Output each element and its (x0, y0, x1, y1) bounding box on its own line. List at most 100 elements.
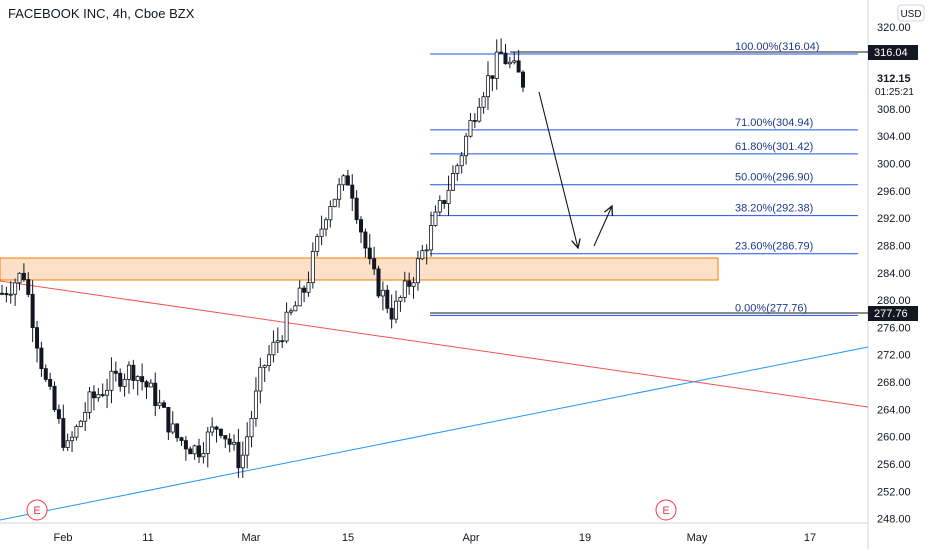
projection-arrow-down[interactable] (538, 91, 578, 248)
candle-body (389, 307, 394, 320)
candle-body (402, 280, 407, 298)
x-tick-label: Mar (242, 532, 261, 544)
candle-body (249, 418, 254, 438)
candle-body (21, 272, 26, 280)
earnings-marker-jan[interactable]: E (26, 499, 48, 521)
candle-body (376, 268, 381, 297)
high-price-tag: 316.04 (868, 45, 918, 60)
candle-body (35, 327, 40, 349)
candle-body (8, 293, 13, 296)
candle-body (227, 438, 232, 445)
low-price-label: 277.76 (874, 308, 908, 320)
y-tick-label: 300.00 (877, 159, 911, 171)
candle-body (183, 440, 188, 450)
candle-body (96, 394, 101, 399)
fib-level-label: 38.20%(292.38) (735, 203, 813, 215)
candle-body (337, 184, 342, 200)
candle-body (144, 381, 149, 388)
candle-body (411, 282, 416, 287)
candle-body (442, 200, 447, 204)
candle-body (521, 71, 526, 88)
candle-body (288, 310, 293, 313)
earnings-marker-apr[interactable]: E (655, 499, 677, 521)
fib-level-label: 100.00%(316.04) (735, 41, 819, 53)
candle-body (429, 225, 434, 251)
fibonacci-retracement[interactable]: 100.00%(316.04) 71.00%(304.94) 61.80%(301.… (430, 41, 858, 316)
y-tick-label: 272.00 (877, 350, 911, 362)
candle-body (459, 155, 464, 167)
earnings-marker-label: E (662, 505, 669, 517)
candle-body (232, 441, 237, 445)
time-scale[interactable]: Feb 11 Mar 15 Apr 19 May 17 (54, 532, 817, 544)
y-tick-label: 284.00 (877, 268, 911, 280)
x-tick-label: Feb (54, 532, 73, 544)
candle-body (179, 437, 184, 441)
candle-body (192, 445, 197, 455)
y-tick-label: 308.00 (877, 104, 911, 116)
candle-body (210, 426, 215, 433)
currency-badge[interactable]: USD (897, 4, 925, 22)
price-scale[interactable]: 320.00 308.00 304.00 300.00 296.00 292.00 288.… (877, 22, 911, 526)
support-zone[interactable] (0, 257, 719, 281)
candle-body (490, 75, 495, 79)
candle-body (118, 372, 123, 387)
candle-body (113, 370, 118, 374)
candle-body (126, 364, 131, 380)
candle-body (481, 96, 486, 108)
current-price-tag: 312.15 01:25:21 (875, 73, 914, 98)
y-tick-label: 296.00 (877, 186, 911, 198)
y-tick-label: 248.00 (877, 514, 911, 526)
blue-trendline[interactable] (0, 346, 869, 521)
candle-body (56, 409, 61, 419)
candle-body (494, 51, 499, 79)
candle-body (302, 287, 307, 293)
y-tick-label: 252.00 (877, 486, 911, 498)
x-tick-label: 15 (342, 532, 354, 544)
candle-body (293, 305, 298, 312)
y-tick-label: 276.00 (877, 322, 911, 334)
symbol-title[interactable]: FACEBOOK INC, 4h, Cboe BZX (8, 6, 195, 21)
fib-level-label: 0.00%(277.76) (735, 302, 807, 314)
candle-body (297, 287, 302, 307)
candle-body (236, 441, 241, 469)
candle-body (61, 418, 66, 448)
red-trendline[interactable] (0, 280, 869, 408)
candle-body (267, 354, 272, 366)
candle-body (218, 428, 223, 436)
candle-body (13, 282, 18, 295)
candle-body (17, 272, 22, 284)
y-tick-label: 268.00 (877, 377, 911, 389)
y-tick-label: 320.00 (877, 22, 911, 34)
candle-body (148, 382, 153, 388)
candle-body (271, 341, 276, 356)
current-price-label: 312.15 (877, 73, 911, 85)
candle-body (275, 340, 280, 343)
candle-body (39, 347, 44, 370)
candle-body (437, 200, 442, 213)
candle-body (30, 294, 35, 329)
candle-body (468, 120, 473, 137)
x-tick-label: 17 (804, 532, 816, 544)
candle-body (507, 61, 512, 65)
fib-level-label: 71.00%(304.94) (735, 117, 813, 129)
candle-body (315, 236, 320, 252)
candle-body (205, 431, 210, 454)
candle-body (503, 52, 508, 65)
candle-body (214, 426, 219, 430)
earnings-marker-label: E (33, 505, 40, 517)
candle-body (372, 258, 377, 270)
candle-body (455, 165, 460, 174)
projection-arrow-up[interactable] (593, 206, 612, 247)
y-tick-label: 280.00 (877, 295, 911, 307)
candle-body (262, 365, 267, 368)
candle-body (245, 436, 250, 456)
candle-body (122, 379, 127, 387)
fib-level-label: 23.60%(286.79) (735, 241, 813, 253)
candle-body (424, 249, 429, 252)
candle-body (464, 135, 469, 157)
y-tick-label: 288.00 (877, 240, 911, 252)
candle-body (407, 280, 412, 287)
candle-body (258, 366, 263, 392)
